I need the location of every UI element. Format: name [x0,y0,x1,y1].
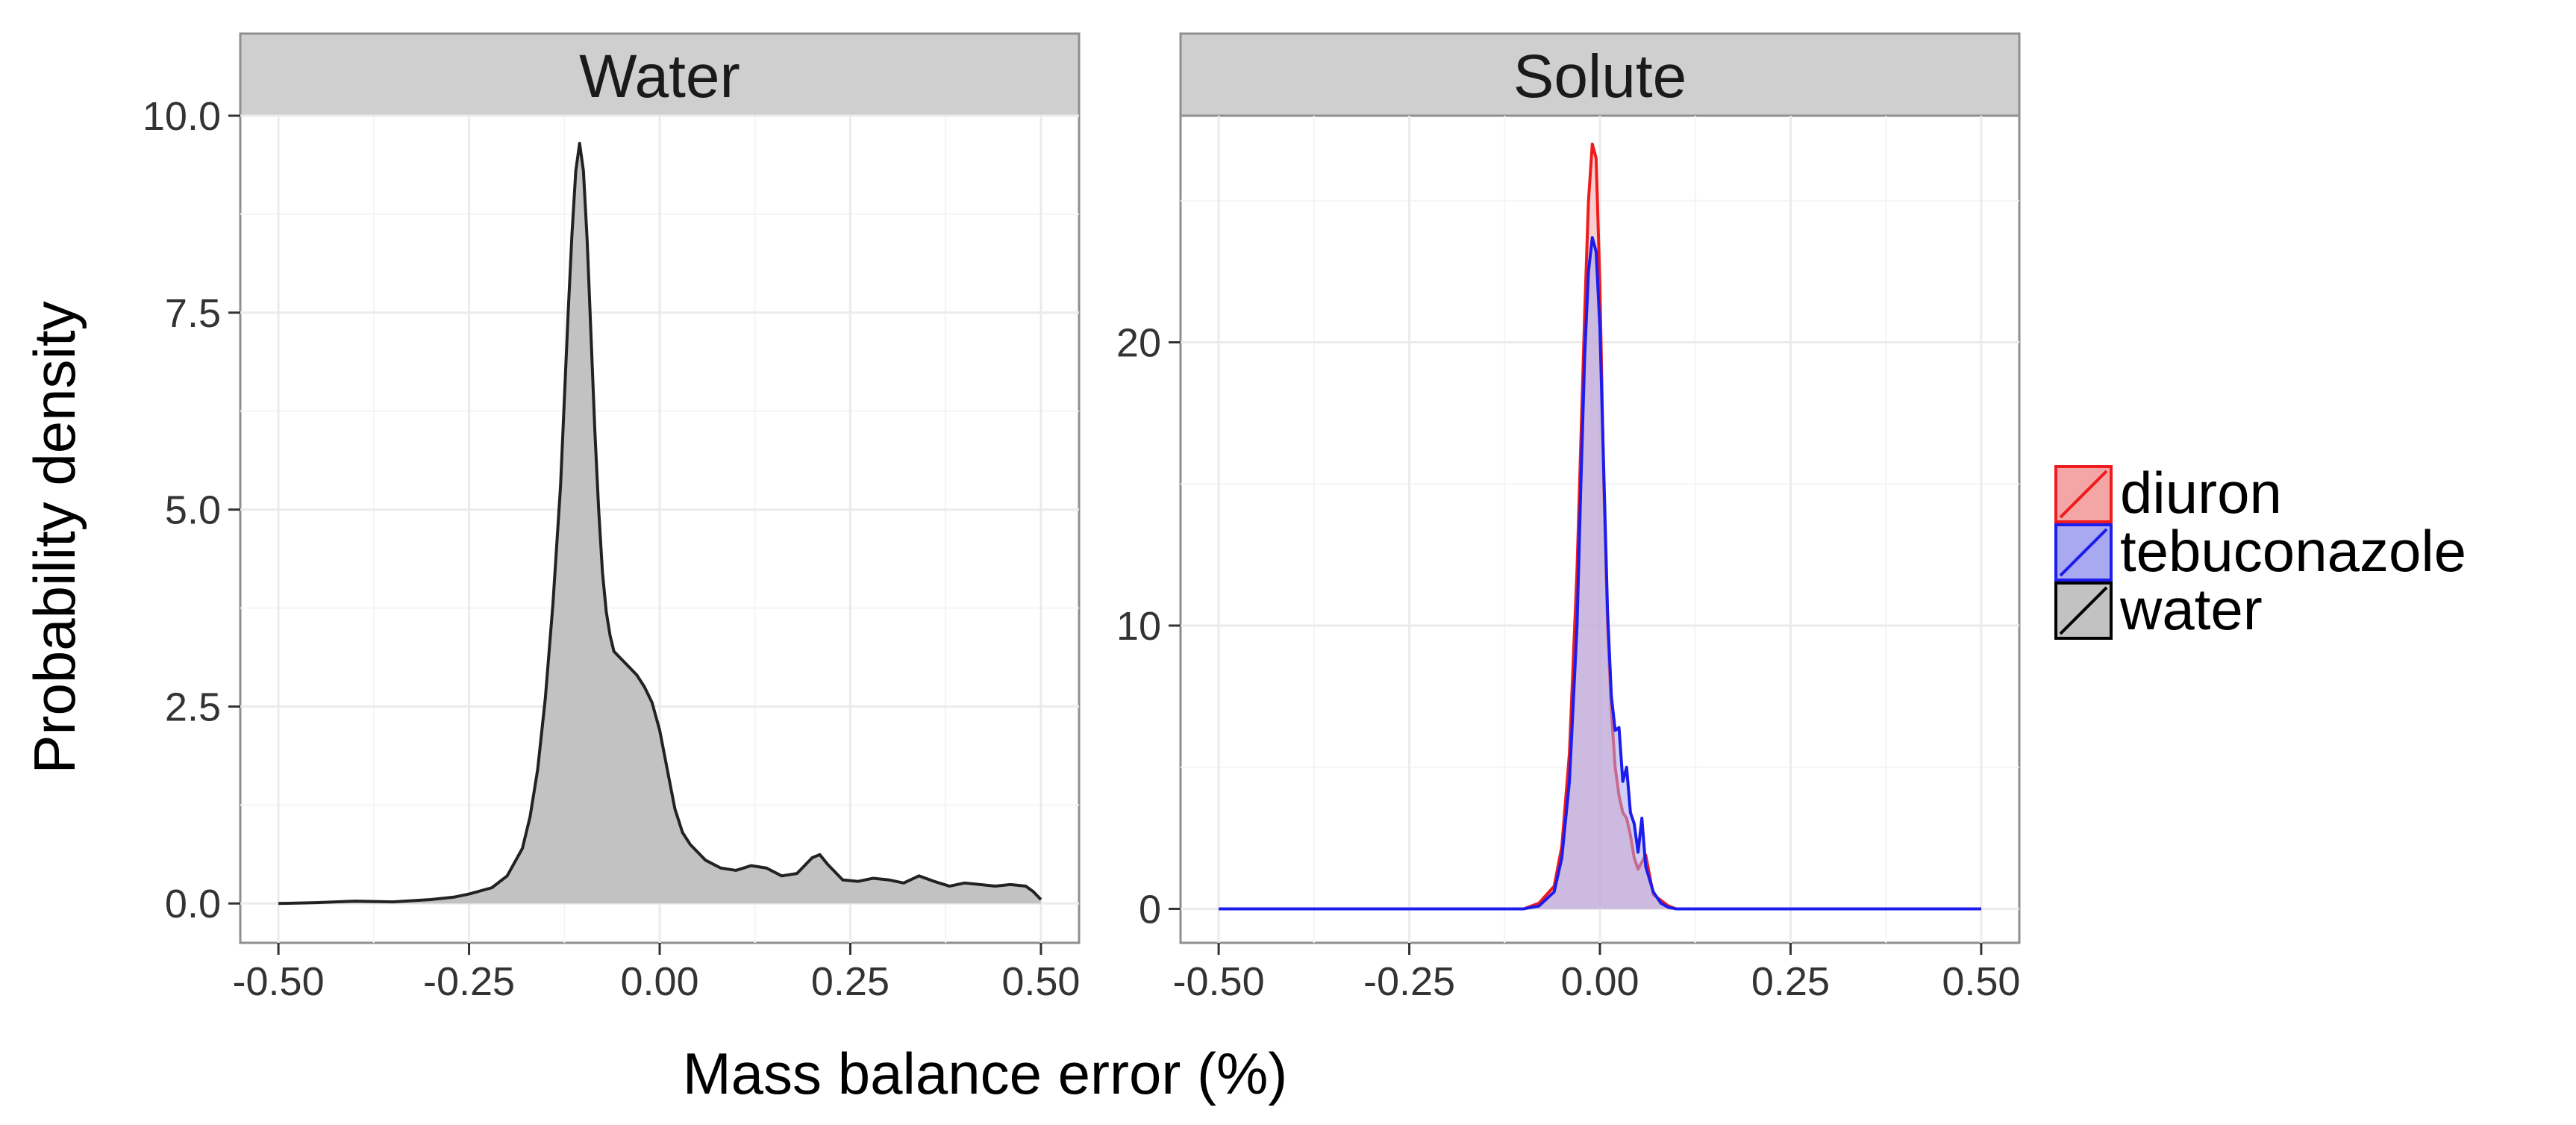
water-x-tick-label: 0.50 [1001,959,1080,1004]
solute-x-tick-label: 0.25 [1751,959,1830,1004]
solute-panel: Solute -0.50 -0.25 0.00 0.25 0.50 0 10 20 [1116,32,2021,1004]
tebuconazole-density-area [1219,237,1981,909]
water-y-tick-label: 0.0 [165,882,221,926]
water-density-area [278,143,1041,904]
water-x-tick-label: -0.50 [233,959,325,1004]
solute-y-tick-label: 20 [1116,321,1161,366]
y-axis-title: Probability density [22,302,87,774]
water-y-tick-label: 10.0 [143,94,221,139]
water-density-line [278,141,1042,906]
water-series [278,141,1042,906]
legend-label-water: water [2119,576,2263,642]
x-axis-title: Mass balance error (%) [683,1041,1288,1106]
water-x-tick-label: 0.00 [620,959,698,1004]
solute-x-tick-label: 0.50 [1942,959,2020,1004]
solute-axis-ticks: -0.50 -0.25 0.00 0.25 0.50 0 10 20 [1116,321,2021,1004]
water-axis-ticks: -0.50 -0.25 0.00 0.25 0.50 0.0 2.5 5.0 7.5 10.0 [143,94,1081,1004]
solute-strip-title: Solute [1513,43,1687,110]
water-y-tick-label: 7.5 [165,291,221,336]
solute-series [1219,142,1981,911]
solute-x-tick-label: 0.00 [1560,959,1639,1004]
water-panel: Water -0.50 -0.25 0.00 0.25 0.50 0.0 2.5 5.0 7.5… [143,32,1081,1004]
water-x-tick-label: -0.25 [423,959,515,1004]
solute-strip [1179,32,2021,117]
legend-key-line-diuron [2059,470,2108,519]
solute-x-tick-label: -0.25 [1363,959,1455,1004]
water-x-tick-label: 0.25 [811,959,890,1004]
water-strip [239,32,1081,117]
solute-x-tick-label: -0.50 [1173,959,1265,1004]
solute-y-tick-label: 0 [1139,887,1161,932]
legend-key-line-tebuconazole [2059,528,2108,577]
water-y-tick-label: 2.5 [165,685,221,729]
water-y-tick-label: 5.0 [165,488,221,533]
legend-key-line-water [2059,586,2108,635]
legend-label-diuron: diuron [2120,460,2282,526]
water-strip-title: Water [579,43,740,110]
legend-label-tebuconazole: tebuconazole [2120,518,2466,584]
solute-y-tick-label: 10 [1116,604,1161,649]
tebuconazole-density-line [1219,236,1981,911]
